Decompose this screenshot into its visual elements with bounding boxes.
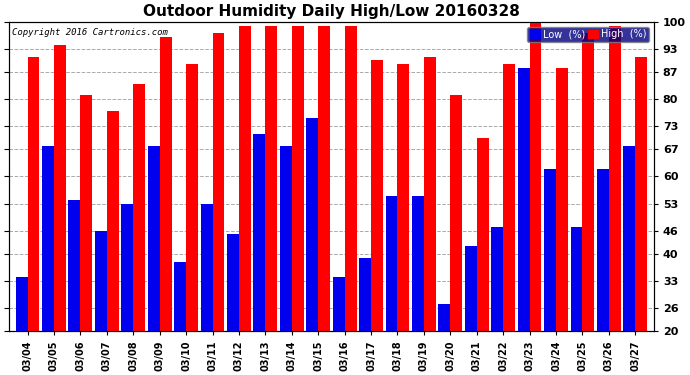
Bar: [121, 204, 133, 331]
Bar: [133, 84, 145, 331]
Bar: [68, 200, 80, 331]
Bar: [582, 33, 594, 331]
Title: Outdoor Humidity Daily High/Low 20160328: Outdoor Humidity Daily High/Low 20160328: [143, 4, 520, 19]
Bar: [451, 95, 462, 331]
Bar: [571, 227, 582, 331]
Legend: Low  (%), High  (%): Low (%), High (%): [527, 27, 649, 42]
Bar: [239, 26, 251, 331]
Bar: [280, 146, 292, 331]
Bar: [201, 204, 213, 331]
Bar: [624, 146, 635, 331]
Text: Copyright 2016 Cartronics.com: Copyright 2016 Cartronics.com: [12, 28, 168, 37]
Bar: [266, 26, 277, 331]
Bar: [477, 138, 489, 331]
Bar: [292, 26, 304, 331]
Bar: [530, 22, 542, 331]
Bar: [371, 60, 383, 331]
Bar: [227, 234, 239, 331]
Bar: [465, 246, 477, 331]
Bar: [344, 26, 357, 331]
Bar: [253, 134, 266, 331]
Bar: [635, 57, 647, 331]
Bar: [80, 95, 92, 331]
Bar: [148, 146, 159, 331]
Bar: [386, 196, 397, 331]
Bar: [359, 258, 371, 331]
Bar: [597, 169, 609, 331]
Bar: [306, 118, 318, 331]
Bar: [609, 26, 621, 331]
Bar: [28, 57, 39, 331]
Bar: [544, 169, 556, 331]
Bar: [186, 64, 198, 331]
Bar: [107, 111, 119, 331]
Bar: [95, 231, 107, 331]
Bar: [159, 37, 172, 331]
Bar: [54, 45, 66, 331]
Bar: [438, 304, 451, 331]
Bar: [397, 64, 409, 331]
Bar: [412, 196, 424, 331]
Bar: [503, 64, 515, 331]
Bar: [556, 68, 568, 331]
Bar: [333, 277, 344, 331]
Bar: [318, 26, 330, 331]
Bar: [424, 57, 436, 331]
Bar: [42, 146, 54, 331]
Bar: [213, 33, 224, 331]
Bar: [174, 261, 186, 331]
Bar: [16, 277, 28, 331]
Bar: [518, 68, 530, 331]
Bar: [491, 227, 503, 331]
